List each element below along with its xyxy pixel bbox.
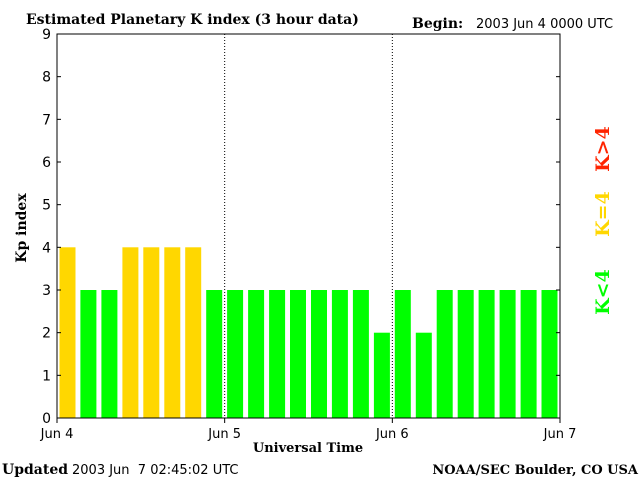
kp-bar [101, 290, 118, 418]
x-tick-label: Jun 7 [543, 427, 577, 442]
y-tick-label: 3 [42, 283, 51, 299]
kp-bar [331, 290, 348, 418]
legend-unsettled: K=4 [592, 191, 614, 237]
kp-bar [520, 290, 537, 418]
chart-title: Estimated Planetary K index (3 hour data… [26, 12, 359, 28]
kp-bar [457, 290, 474, 418]
kp-bar [541, 290, 558, 418]
x-tick-label: Jun 5 [207, 427, 241, 442]
kp-bar [80, 290, 97, 418]
y-tick-label: 0 [42, 411, 51, 427]
kp-bar [415, 332, 432, 418]
kp-bar [290, 290, 306, 418]
legend-quiet: K<4 [592, 269, 614, 315]
updated-value: 2003 Jun 7 02:45:02 UTC [72, 463, 239, 478]
y-tick-label: 4 [42, 240, 51, 256]
begin-value: 2003 Jun 4 0000 UTC [476, 17, 613, 32]
y-tick-label: 1 [42, 368, 51, 384]
y-tick-label: 9 [42, 27, 51, 43]
kp-bar [269, 290, 286, 418]
updated-label: Updated [2, 462, 68, 478]
kp-bar [59, 247, 76, 418]
kp-bar [185, 247, 202, 418]
kp-bar [394, 290, 411, 418]
kp-bar [248, 290, 265, 418]
kp-bar [436, 290, 453, 418]
begin-label: Begin: [412, 16, 463, 32]
kp-bar [164, 247, 181, 418]
kp-bar [499, 290, 516, 418]
kp-bar [206, 290, 223, 418]
plot-area: 0 1 2 3 4 5 6 7 8 9 Jun 4 Jun 5 Jun 6 Jun 7 [40, 27, 577, 442]
x-tick-label: Jun 4 [40, 427, 74, 442]
kp-bar [352, 290, 369, 418]
y-tick-label: 8 [42, 70, 51, 86]
y-tick-label: 6 [42, 155, 51, 171]
kp-bar [143, 247, 160, 418]
legend: K>4 K=4 K<4 [592, 126, 614, 315]
kp-bar [311, 290, 327, 418]
x-axis-label: Universal Time [253, 441, 363, 456]
kp-bar [227, 290, 244, 418]
kp-bar [122, 247, 139, 418]
y-tick-label: 2 [42, 326, 51, 342]
y-axis-label: Kp index [14, 193, 30, 263]
kp-bar [373, 332, 390, 418]
credit: NOAA/SEC Boulder, CO USA [432, 463, 639, 478]
legend-storm: K>4 [592, 126, 614, 172]
x-tick-label: Jun 6 [375, 427, 409, 442]
kp-bar [478, 290, 495, 418]
y-tick-label: 5 [42, 198, 51, 214]
y-tick-label: 7 [42, 112, 51, 128]
plot-frame [56, 33, 561, 419]
